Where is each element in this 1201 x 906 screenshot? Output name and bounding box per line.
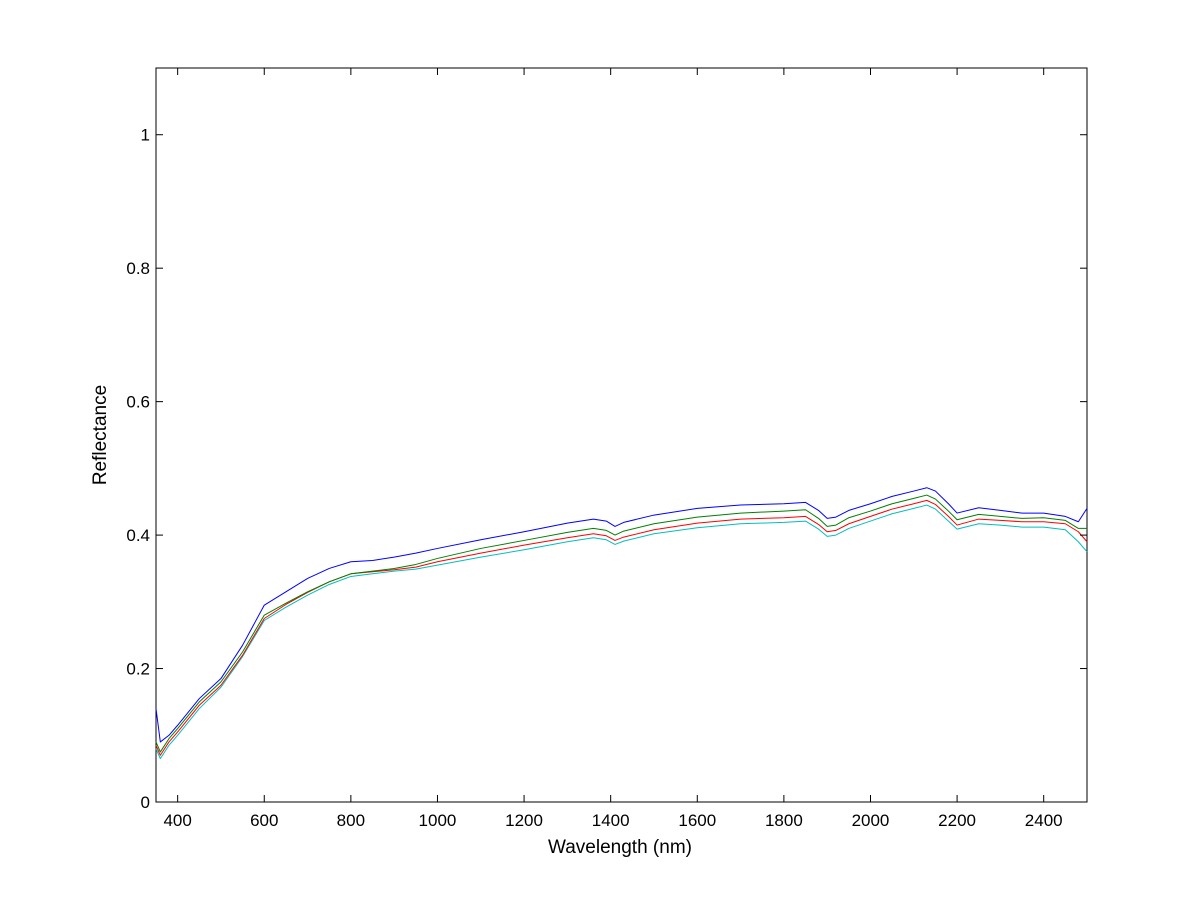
series-line-1 [155, 494, 1087, 753]
x-tick-label: 2000 [852, 811, 890, 830]
x-tick-label: 1800 [765, 811, 803, 830]
x-tick-label: 1400 [592, 811, 630, 830]
x-tick-label: 800 [337, 811, 365, 830]
y-tick-label: 0 [141, 793, 150, 812]
y-tick-label: 0.4 [126, 526, 150, 545]
y-axis-label: Reflectance [90, 385, 111, 485]
x-tick-label: 1600 [678, 811, 716, 830]
x-tick-label: 2200 [938, 811, 976, 830]
x-tick-label: 1200 [505, 811, 543, 830]
series-line-2 [155, 499, 1088, 756]
y-tick-label: 0.6 [126, 393, 150, 412]
x-tick-label: 400 [163, 811, 191, 830]
y-tick-label: 0.2 [126, 660, 150, 679]
x-tick-label: 600 [250, 811, 278, 830]
y-tick-label: 1 [141, 126, 150, 145]
series-line-3 [155, 504, 1088, 760]
x-axis-label: Wavelength (nm) [548, 837, 692, 858]
y-tick-label: 0.8 [126, 259, 150, 278]
plot-area [155, 67, 1088, 803]
series-line-0 [155, 487, 1088, 743]
x-tick-label: 1000 [419, 811, 457, 830]
tick-layer: 400 600 800 1000 1200 1400 1600 1800 2000 2200 240… [126, 68, 1087, 830]
x-tick-label: 2400 [1025, 811, 1063, 830]
series-layer [155, 487, 1088, 760]
